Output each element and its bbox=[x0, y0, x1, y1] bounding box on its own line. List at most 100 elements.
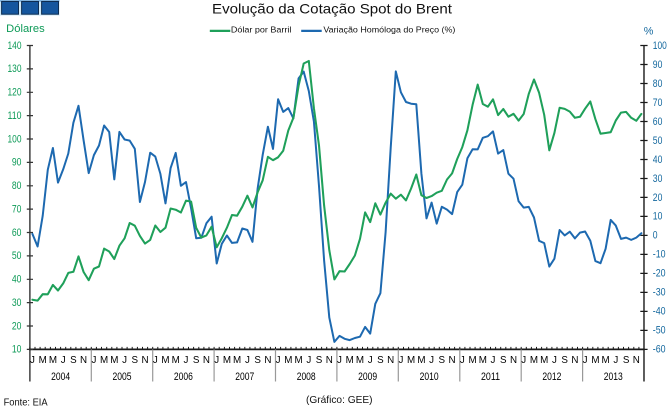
svg-text:J: J bbox=[368, 355, 373, 366]
svg-text:M: M bbox=[284, 355, 292, 366]
svg-text:30: 30 bbox=[653, 173, 663, 185]
svg-text:2007: 2007 bbox=[235, 371, 254, 383]
svg-text:S: S bbox=[316, 355, 323, 366]
svg-text:-60: -60 bbox=[653, 344, 666, 356]
svg-text:M: M bbox=[356, 355, 364, 366]
svg-text:Dólar por Barril: Dólar por Barril bbox=[231, 25, 292, 35]
svg-text:%: % bbox=[644, 25, 654, 37]
svg-text:2008: 2008 bbox=[297, 371, 316, 383]
svg-text:J: J bbox=[306, 355, 311, 366]
svg-text:M: M bbox=[161, 355, 169, 366]
svg-text:140: 140 bbox=[8, 40, 22, 52]
svg-text:N: N bbox=[387, 355, 394, 366]
svg-text:100: 100 bbox=[653, 40, 667, 52]
svg-text:J: J bbox=[184, 355, 189, 366]
svg-text:90: 90 bbox=[653, 59, 663, 71]
svg-text:2006: 2006 bbox=[174, 371, 193, 383]
svg-text:50: 50 bbox=[12, 250, 22, 262]
svg-text:M: M bbox=[469, 355, 477, 366]
svg-text:2013: 2013 bbox=[604, 371, 623, 383]
svg-text:J: J bbox=[613, 355, 618, 366]
svg-text:J: J bbox=[552, 355, 557, 366]
svg-text:2012: 2012 bbox=[542, 371, 561, 383]
svg-text:S: S bbox=[132, 355, 139, 366]
svg-text:2011: 2011 bbox=[481, 371, 500, 383]
svg-text:S: S bbox=[623, 355, 630, 366]
svg-text:-20: -20 bbox=[653, 268, 666, 280]
svg-text:M: M bbox=[591, 355, 599, 366]
svg-text:M: M bbox=[49, 355, 57, 366]
svg-text:J: J bbox=[91, 355, 96, 366]
svg-text:J: J bbox=[214, 355, 219, 366]
svg-text:-50: -50 bbox=[653, 325, 666, 337]
svg-text:M: M bbox=[100, 355, 108, 366]
svg-text:Evolução da Cotação Spot do Br: Evolução da Cotação Spot do Brent bbox=[212, 1, 452, 17]
svg-text:90: 90 bbox=[12, 157, 22, 169]
svg-text:M: M bbox=[407, 355, 415, 366]
svg-text:110: 110 bbox=[8, 110, 22, 122]
svg-text:130: 130 bbox=[8, 63, 22, 75]
svg-text:M: M bbox=[233, 355, 241, 366]
svg-text:M: M bbox=[39, 355, 47, 366]
svg-text:S: S bbox=[500, 355, 507, 366]
svg-text:Fonte: EIA: Fonte: EIA bbox=[4, 397, 48, 408]
svg-text:60: 60 bbox=[653, 116, 663, 128]
svg-text:40: 40 bbox=[12, 274, 22, 286]
svg-text:10: 10 bbox=[12, 344, 22, 356]
svg-text:2009: 2009 bbox=[358, 371, 377, 383]
svg-text:2005: 2005 bbox=[113, 371, 132, 383]
svg-text:20: 20 bbox=[653, 192, 663, 204]
svg-text:N: N bbox=[264, 355, 271, 366]
svg-text:S: S bbox=[70, 355, 77, 366]
svg-text:M: M bbox=[530, 355, 538, 366]
svg-text:N: N bbox=[449, 355, 456, 366]
svg-text:M: M bbox=[602, 355, 610, 366]
svg-text:M: M bbox=[172, 355, 180, 366]
svg-text:J: J bbox=[583, 355, 588, 366]
svg-text:M: M bbox=[346, 355, 354, 366]
svg-text:50: 50 bbox=[653, 135, 663, 147]
svg-text:S: S bbox=[377, 355, 384, 366]
svg-text:J: J bbox=[337, 355, 342, 366]
svg-text:30: 30 bbox=[12, 297, 22, 309]
svg-text:J: J bbox=[245, 355, 250, 366]
svg-text:70: 70 bbox=[12, 203, 22, 215]
svg-text:20: 20 bbox=[12, 320, 22, 332]
svg-text:J: J bbox=[122, 355, 127, 366]
svg-text:Variação Homóloga do Preço (%): Variação Homóloga do Preço (%) bbox=[323, 25, 455, 35]
svg-text:S: S bbox=[254, 355, 261, 366]
svg-text:J: J bbox=[276, 355, 281, 366]
svg-text:0: 0 bbox=[653, 230, 658, 242]
svg-text:J: J bbox=[398, 355, 403, 366]
svg-text:-10: -10 bbox=[653, 249, 666, 261]
svg-text:N: N bbox=[203, 355, 210, 366]
svg-text:-30: -30 bbox=[653, 287, 666, 299]
svg-text:M: M bbox=[295, 355, 303, 366]
svg-text:(Gráfico: GEE): (Gráfico: GEE) bbox=[306, 395, 373, 406]
svg-text:N: N bbox=[633, 355, 640, 366]
svg-text:J: J bbox=[491, 355, 496, 366]
svg-text:100: 100 bbox=[8, 133, 22, 145]
svg-text:S: S bbox=[439, 355, 446, 366]
svg-text:M: M bbox=[110, 355, 118, 366]
svg-text:J: J bbox=[460, 355, 465, 366]
svg-text:120: 120 bbox=[8, 87, 22, 99]
svg-text:M: M bbox=[223, 355, 231, 366]
svg-text:S: S bbox=[561, 355, 568, 366]
svg-text:S: S bbox=[193, 355, 200, 366]
svg-text:J: J bbox=[153, 355, 158, 366]
svg-text:N: N bbox=[141, 355, 148, 366]
svg-text:60: 60 bbox=[12, 227, 22, 239]
svg-text:M: M bbox=[417, 355, 425, 366]
svg-text:J: J bbox=[521, 355, 526, 366]
svg-text:N: N bbox=[80, 355, 87, 366]
svg-text:N: N bbox=[571, 355, 578, 366]
svg-text:M: M bbox=[479, 355, 487, 366]
svg-text:80: 80 bbox=[12, 180, 22, 192]
svg-text:J: J bbox=[429, 355, 434, 366]
svg-text:J: J bbox=[30, 355, 35, 366]
svg-text:N: N bbox=[510, 355, 517, 366]
svg-text:10: 10 bbox=[653, 211, 663, 223]
svg-text:80: 80 bbox=[653, 78, 663, 90]
svg-text:N: N bbox=[326, 355, 333, 366]
